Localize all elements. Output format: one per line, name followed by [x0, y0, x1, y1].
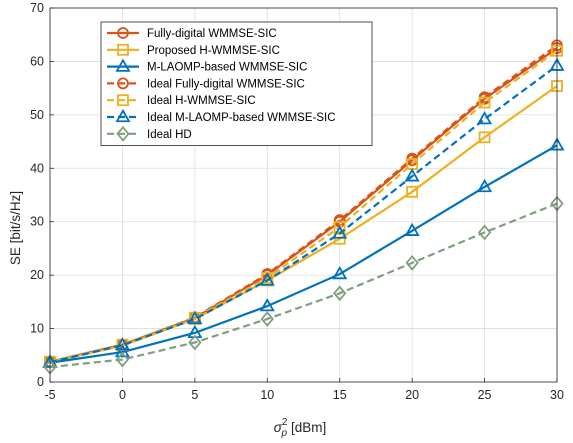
legend-marker: [117, 94, 129, 107]
x-axis-label: σ2 p [dBm]: [274, 417, 327, 439]
y-axis-label: SE [bit/s/Hz]: [8, 191, 23, 265]
data-point: [406, 185, 419, 198]
legend-label: Proposed H-WMMSE-SIC: [147, 45, 280, 57]
legend-label: Ideal M-LAOMP-based WMMSE-SIC: [147, 112, 336, 124]
data-point: [333, 214, 346, 227]
legend-marker: [117, 43, 129, 56]
data-point: [405, 254, 419, 271]
x-axis-label-sub: p: [280, 428, 287, 439]
series-line: [49, 85, 558, 364]
data-point: [404, 222, 420, 236]
legend-marker: [117, 27, 129, 39]
y-tick-label: 30: [30, 215, 44, 229]
data-point: [114, 344, 130, 358]
legend-box: [100, 21, 373, 146]
legend-label: Ideal H-WMMSE-SIC: [147, 95, 256, 107]
data-point: [332, 225, 348, 239]
x-tick-label: 20: [405, 388, 419, 402]
legend-item: M-LAOMP-based WMMSE-SIC: [107, 58, 307, 74]
series-line: [49, 44, 558, 363]
legend-label: Ideal Fully-digital WMMSE-SIC: [147, 78, 305, 90]
series-line: [49, 202, 558, 369]
y-tick-label: 10: [30, 322, 44, 336]
y-tick-label: 60: [30, 54, 44, 68]
data-point: [114, 337, 130, 351]
x-tick-label: 10: [260, 388, 274, 402]
series-6: [42, 57, 565, 368]
data-point: [477, 224, 492, 241]
y-tick-label: 0: [37, 375, 44, 389]
x-tick-label: 30: [550, 388, 564, 402]
legend-item: Ideal HD: [107, 125, 192, 142]
series-line: [49, 64, 558, 364]
data-point: [333, 221, 346, 233]
data-point: [188, 334, 202, 351]
legend-item: Ideal M-LAOMP-based WMMSE-SIC: [107, 108, 336, 124]
x-axis-label-unit: [dBm]: [291, 420, 326, 435]
x-tick-label: 5: [191, 388, 198, 402]
data-point: [260, 311, 274, 327]
legend-item: Ideal H-WMMSE-SIC: [107, 94, 256, 107]
x-axis-label-base: σ: [274, 420, 283, 435]
legend-marker: [116, 125, 130, 142]
data-point: [259, 272, 275, 286]
data-point: [333, 285, 347, 302]
legend-label: Ideal HD: [147, 129, 192, 141]
legend-item: Ideal Fully-digital WMMSE-SIC: [107, 77, 305, 90]
data-point: [478, 131, 491, 144]
y-tick-label: 70: [30, 1, 44, 15]
x-tick-label: -5: [44, 388, 55, 402]
legend-label: Fully-digital WMMSE-SIC: [147, 28, 277, 40]
y-tick-label: 20: [30, 268, 44, 282]
x-axis-label-sup: 2: [282, 417, 288, 428]
y-tick-label: 40: [30, 161, 44, 175]
legend: Fully-digital WMMSE-SIC Proposed H-WMMSE-…: [100, 21, 373, 146]
x-tick-label: 25: [478, 388, 492, 402]
data-point: [115, 351, 130, 368]
legend-marker: [115, 108, 131, 123]
legend-marker: [115, 58, 131, 72]
series-line: [49, 49, 558, 363]
data-point: [478, 96, 491, 109]
data-point: [477, 111, 493, 125]
legend-item: Proposed H-WMMSE-SIC: [107, 43, 280, 57]
plot-frame: [49, 7, 558, 383]
data-point: [404, 168, 420, 182]
data-point: [259, 298, 275, 312]
legend-marker: [117, 77, 129, 90]
legend-item: Fully-digital WMMSE-SIC: [107, 27, 277, 40]
data-point: [332, 266, 348, 280]
data-point: [477, 178, 493, 193]
series-line: [49, 144, 558, 364]
data-point: [187, 310, 203, 325]
x-tick-label: 15: [333, 388, 347, 402]
y-tick-label: 50: [30, 108, 44, 122]
legend-label: M-LAOMP-based WMMSE-SIC: [147, 62, 307, 74]
x-tick-label: 0: [119, 388, 126, 402]
